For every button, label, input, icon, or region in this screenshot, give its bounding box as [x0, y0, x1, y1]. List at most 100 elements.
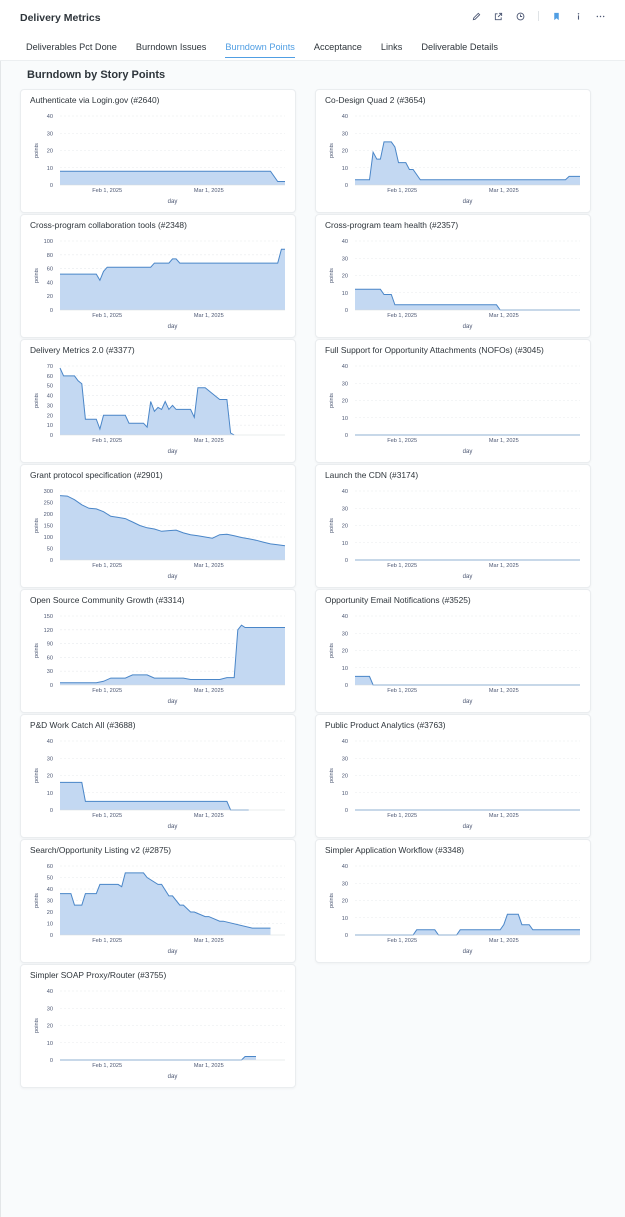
y-tick-label: 90	[47, 642, 53, 648]
y-tick-label: 40	[342, 364, 348, 370]
chart-title[interactable]: P&D Work Catch All (#3688)	[30, 720, 136, 730]
y-axis-label: points	[34, 1018, 40, 1033]
chart-svg: 0 10 20 30 40 Feb 1, 2025 Mar 1, 2025 day points	[329, 239, 580, 330]
chart-svg: 0 10 20 30 40 Feb 1, 2025 Mar 1, 2025 day points	[34, 989, 285, 1080]
y-tick-label: 20	[342, 274, 348, 280]
series-area	[60, 368, 235, 435]
series-line[interactable]	[59, 495, 286, 547]
chart-card-delivery-metrics-2-0-3377[interactable]: Delivery Metrics 2.0 (#3377) 0 10 20 30 40 50 6…	[20, 339, 296, 463]
chart-title[interactable]: Cross-program team health (#2357)	[325, 220, 459, 230]
chart-card-cross-program-team-health-2357[interactable]: Cross-program team health (#2357) 0 10 20 30…	[315, 214, 591, 338]
chart-card-search-opportunity-listing-v2-2875[interactable]: Search/Opportunity Listing v2 (#2875) 0 10…	[20, 839, 296, 963]
series-line[interactable]	[355, 675, 580, 686]
series-area	[60, 249, 285, 310]
y-tick-label: 20	[47, 910, 53, 916]
series-line[interactable]	[355, 288, 580, 311]
share-icon[interactable]	[494, 12, 503, 21]
chart-title[interactable]: Authenticate via Login.gov (#2640)	[30, 95, 160, 105]
y-tick-label: 30	[342, 381, 348, 387]
tab-deliverable-details[interactable]: Deliverable Details	[421, 42, 498, 52]
tab-deliverables-pct-done[interactable]: Deliverables Pct Done	[26, 42, 117, 52]
chart-title[interactable]: Simpler SOAP Proxy/Router (#3755)	[30, 970, 167, 980]
chart-title[interactable]: Cross-program collaboration tools (#2348…	[30, 220, 187, 230]
bookmark-icon[interactable]	[552, 12, 561, 21]
series-line[interactable]	[60, 624, 285, 684]
chart-card-authenticate-via-login-gov-2640[interactable]: Authenticate via Login.gov (#2640) 0 10 20 3…	[20, 89, 296, 213]
chart-card-p-d-work-catch-all-3688[interactable]: P&D Work Catch All (#3688) 0 10 20 30 40 Feb 1…	[20, 714, 296, 838]
y-tick-label: 10	[47, 922, 53, 928]
y-tick-label: 30	[342, 881, 348, 887]
y-tick-label: 0	[345, 183, 348, 189]
chart-card-launch-the-cdn-3174[interactable]: Launch the CDN (#3174) 0 10 20 30 40 Feb 1, 20…	[315, 464, 591, 588]
series-line[interactable]	[60, 1056, 256, 1061]
x-tick-label: Feb 1, 2025	[92, 313, 122, 319]
series-area	[60, 495, 285, 560]
x-axis-label: day	[168, 949, 178, 955]
chart-title[interactable]: Open Source Community Growth (#3314)	[30, 595, 185, 605]
x-tick-label: Mar 1, 2025	[489, 438, 519, 444]
chart-card-simpler-application-workflow-3348[interactable]: Simpler Application Workflow (#3348) 0 10 2…	[315, 839, 591, 963]
y-tick-label: 10	[342, 666, 348, 672]
y-tick-label: 0	[345, 433, 348, 439]
chart-card-open-source-community-growth-3314[interactable]: Open Source Community Growth (#3314) 0 30 6…	[20, 589, 296, 713]
tab-burndown-points[interactable]: Burndown Points	[225, 42, 295, 58]
y-tick-label: 40	[47, 394, 53, 400]
y-tick-label: 20	[47, 413, 53, 419]
chart-title[interactable]: Opportunity Email Notifications (#3525)	[325, 595, 471, 605]
x-axis-label: day	[168, 699, 178, 705]
chart-svg: 0 10 20 30 40 Feb 1, 2025 Mar 1, 2025 day points	[329, 864, 580, 955]
pencil-icon[interactable]	[472, 12, 481, 21]
chart-title[interactable]: Co-Design Quad 2 (#3654)	[325, 95, 426, 105]
y-tick-label: 20	[342, 899, 348, 905]
x-tick-label: Mar 1, 2025	[489, 938, 519, 944]
more-icon[interactable]	[596, 12, 605, 21]
y-tick-label: 10	[342, 291, 348, 297]
x-axis-label: day	[168, 1074, 178, 1080]
y-tick-label: 30	[342, 256, 348, 262]
y-tick-label: 10	[47, 423, 53, 429]
series-line[interactable]	[60, 248, 285, 282]
x-tick-label: Feb 1, 2025	[92, 938, 122, 944]
chart-title[interactable]: Grant protocol specification (#2901)	[30, 470, 163, 480]
y-tick-label: 0	[345, 808, 348, 814]
chart-title[interactable]: Launch the CDN (#3174)	[325, 470, 419, 480]
clock-icon[interactable]	[516, 12, 525, 21]
tab-links[interactable]: Links	[380, 42, 403, 52]
chart-card-cross-program-collaboration-tools-2348[interactable]: Cross-program collaboration tools (#2348…	[20, 214, 296, 338]
info-icon[interactable]	[574, 12, 583, 21]
x-tick-label: Mar 1, 2025	[489, 563, 519, 569]
y-tick-label: 20	[47, 294, 53, 300]
y-tick-label: 80	[47, 253, 53, 259]
chart-card-grant-protocol-specification-2901[interactable]: Grant protocol specification (#2901) 0 50 1…	[20, 464, 296, 588]
chart-card-simpler-soap-proxy-router-3755[interactable]: Simpler SOAP Proxy/Router (#3755) 0 10 20 30…	[20, 964, 296, 1088]
tab-acceptance[interactable]: Acceptance	[313, 42, 362, 52]
series-line[interactable]	[355, 141, 580, 181]
x-axis-label: day	[463, 949, 473, 955]
x-axis-label: day	[168, 449, 178, 455]
chart-card-full-support-for-opportunity-attachments-nofos-3045[interactable]: Full Support for Opportunity Attachments…	[315, 339, 591, 463]
y-axis-label: points	[329, 268, 335, 283]
series-line[interactable]	[355, 913, 580, 936]
x-tick-label: Mar 1, 2025	[194, 563, 224, 569]
x-tick-label: Mar 1, 2025	[489, 813, 519, 819]
chart-title[interactable]: Search/Opportunity Listing v2 (#2875)	[30, 845, 172, 855]
y-axis-label: points	[329, 143, 335, 158]
chart-title[interactable]: Full Support for Opportunity Attachments…	[325, 345, 544, 355]
series-line[interactable]	[60, 872, 271, 929]
y-tick-label: 50	[47, 876, 53, 882]
chart-card-opportunity-email-notifications-3525[interactable]: Opportunity Email Notifications (#3525) 0…	[315, 589, 591, 713]
y-tick-label: 10	[47, 166, 53, 172]
chart-title[interactable]: Simpler Application Workflow (#3348)	[325, 845, 465, 855]
chart-svg: 0 10 20 30 40 Feb 1, 2025 Mar 1, 2025 day points	[34, 114, 285, 205]
tab-burndown-issues[interactable]: Burndown Issues	[135, 42, 207, 52]
series-line[interactable]	[59, 367, 235, 436]
y-axis-label: points	[34, 393, 40, 408]
chart-title[interactable]: Public Product Analytics (#3763)	[325, 720, 446, 730]
series-line[interactable]	[60, 170, 285, 182]
y-tick-label: 200	[44, 512, 53, 518]
chart-card-public-product-analytics-3763[interactable]: Public Product Analytics (#3763) 0 10 20 30 4…	[315, 714, 591, 838]
chart-title[interactable]: Delivery Metrics 2.0 (#3377)	[30, 345, 135, 355]
chart-card-co-design-quad-2-3654[interactable]: Co-Design Quad 2 (#3654) 0 10 20 30 40 Feb 1, …	[315, 89, 591, 213]
x-tick-label: Mar 1, 2025	[489, 313, 519, 319]
y-tick-label: 0	[50, 683, 53, 689]
